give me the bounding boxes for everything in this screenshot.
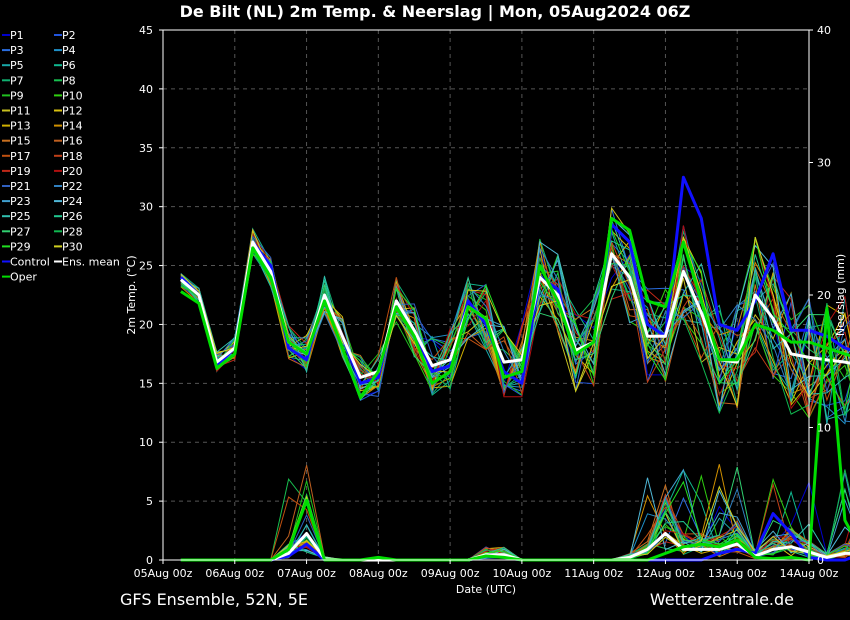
legend-label: P28 <box>62 225 83 238</box>
member-precip-line <box>180 480 850 561</box>
legend-label: Ens. mean <box>62 256 120 269</box>
y2-axis-label: Neerslag (mm) <box>834 254 847 336</box>
x-tick-label: 08Aug 00z <box>349 567 408 580</box>
legend-label: P19 <box>10 165 31 178</box>
legend-label: P1 <box>10 29 24 42</box>
x-tick-label: 06Aug 00z <box>205 567 264 580</box>
legend-label: P4 <box>62 44 76 57</box>
legend-label: P25 <box>10 210 31 223</box>
control-temp-line <box>179 175 850 385</box>
legend-label: P13 <box>10 120 31 133</box>
legend-label: P16 <box>62 135 83 148</box>
legend-label: P22 <box>62 180 83 193</box>
legend-label: P20 <box>62 165 83 178</box>
x-tick-label: 12Aug 00z <box>636 567 695 580</box>
legend-label: P11 <box>10 105 31 118</box>
y-tick-label: 5 <box>146 495 153 508</box>
legend-label: P5 <box>10 59 24 72</box>
y-tick-label: 15 <box>139 377 153 390</box>
legend-label: P17 <box>10 150 31 163</box>
legend-label: P30 <box>62 240 83 253</box>
legend-label: Oper <box>10 271 37 284</box>
legend-label: P18 <box>62 150 83 163</box>
x-tick-label: 05Aug 00z <box>134 567 193 580</box>
y2-tick-label: 20 <box>817 289 831 302</box>
member-lines <box>180 206 850 561</box>
x-tick-label: 07Aug 00z <box>277 567 336 580</box>
legend-label: P21 <box>10 180 31 193</box>
chart-title: De Bilt (NL) 2m Temp. & Neerslag | Mon, … <box>180 2 691 22</box>
legend-label: P7 <box>10 74 24 87</box>
legend-label: P24 <box>62 195 83 208</box>
y-axis-label: 2m Temp. (°C) <box>125 255 138 334</box>
y2-tick-label: 30 <box>817 157 831 170</box>
member-temp-line <box>180 229 850 419</box>
x-tick-label: 11Aug 00z <box>564 567 623 580</box>
legend-label: P10 <box>62 89 83 102</box>
legend-label: P23 <box>10 195 31 208</box>
legend-label: P8 <box>62 74 76 87</box>
y-tick-label: 25 <box>139 260 153 273</box>
legend-label: P2 <box>62 29 76 42</box>
member-temp-line <box>180 230 850 414</box>
y-tick-label: 0 <box>146 554 153 567</box>
legend-label: P29 <box>10 240 31 253</box>
oper-temp-line <box>180 216 850 399</box>
legend-label: P3 <box>10 44 24 57</box>
legend-label: P15 <box>10 135 31 148</box>
y-tick-label: 10 <box>139 436 153 449</box>
y-tick-label: 35 <box>139 142 153 155</box>
x-tick-label: 10Aug 00z <box>493 567 552 580</box>
y-tick-label: 20 <box>139 318 153 331</box>
x-tick-label: 09Aug 00z <box>421 567 480 580</box>
y-tick-label: 40 <box>139 83 153 96</box>
legend-label: P9 <box>10 89 24 102</box>
x-tick-label: 13Aug 00z <box>708 567 767 580</box>
legend-label: P14 <box>62 120 83 133</box>
legend: P1 P2 P3 P4 P5 P6 P7 P8 P9 P10 P11 P12 P13 P14 P15 P16 P… <box>2 29 120 284</box>
footer-right: Wetterzentrale.de <box>650 590 794 609</box>
legend-label: P27 <box>10 225 31 238</box>
footer-left: GFS Ensemble, 52N, 5E <box>120 590 308 609</box>
x-axis-label: Date (UTC) <box>456 583 516 596</box>
y2-tick-label: 40 <box>817 24 831 37</box>
y-tick-label: 30 <box>139 201 153 214</box>
legend-label: Control <box>10 256 50 269</box>
x-tick-label: 14Aug 00z <box>780 567 839 580</box>
legend-label: P26 <box>62 210 83 223</box>
legend-label: P6 <box>62 59 76 72</box>
axes: 0 5 10 15 20 25 30 35 40 45 0 10 20 30 40 05Aug 00z 06Au… <box>134 24 839 580</box>
y2-tick-label: 10 <box>817 422 831 435</box>
legend-label: P12 <box>62 105 83 118</box>
y-tick-label: 45 <box>139 24 153 37</box>
y2-tick-label: 0 <box>817 554 824 567</box>
